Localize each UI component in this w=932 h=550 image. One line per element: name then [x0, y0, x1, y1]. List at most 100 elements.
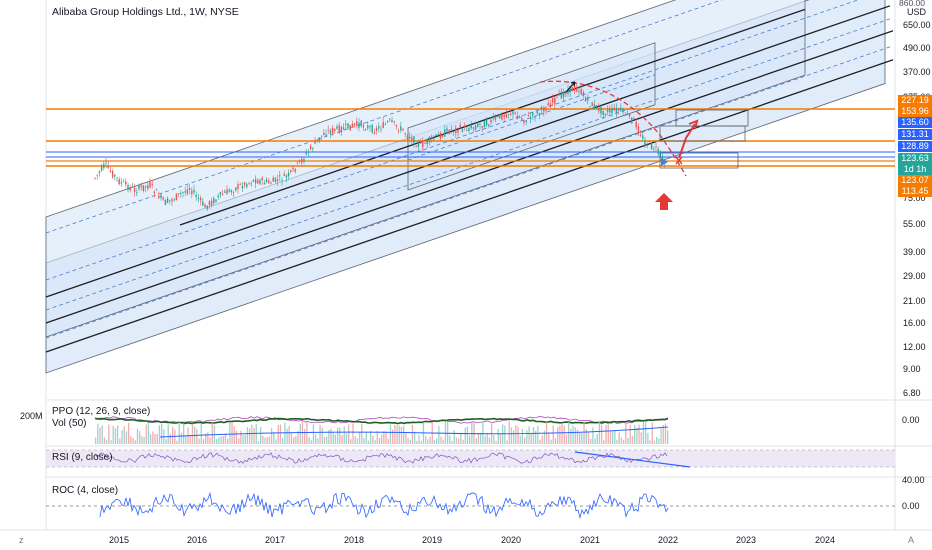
volume-bar	[297, 430, 299, 444]
candle-body	[606, 109, 609, 112]
volume-bar	[398, 425, 400, 444]
candle-body	[125, 181, 127, 185]
volume-bar	[609, 431, 612, 444]
rsi-title[interactable]: RSI (9, close)	[52, 452, 113, 463]
candle-body	[576, 87, 578, 92]
timezone-icon[interactable]: z	[19, 535, 24, 545]
volume-scale-label: 200M	[20, 411, 43, 421]
price-label[interactable]: 1d 1h	[898, 164, 932, 175]
volume-bar	[638, 424, 640, 444]
candle-body	[587, 97, 589, 101]
roc-title[interactable]: ROC (4, close)	[52, 485, 119, 496]
volume-bar	[394, 424, 396, 444]
volume-bar	[288, 425, 290, 444]
candle-body	[239, 184, 241, 185]
candle-body	[551, 97, 554, 103]
auto-scale-icon[interactable]: A	[908, 535, 915, 545]
price-label[interactable]: 113.45	[898, 186, 932, 197]
candle-body	[459, 125, 461, 128]
price-label[interactable]: 227.19	[898, 95, 932, 106]
candle-body	[336, 126, 338, 129]
symbol-title[interactable]: Alibaba Group Holdings Ltd., 1W, NYSE	[52, 6, 239, 18]
price-label[interactable]: 128.89	[898, 141, 932, 152]
candle-body	[507, 114, 510, 115]
volume-bar	[264, 437, 266, 444]
candle-body	[584, 97, 587, 102]
price-label[interactable]: 123.63	[898, 153, 932, 164]
candle-body	[248, 182, 250, 184]
volume-bar	[337, 427, 339, 444]
annotation-box[interactable]	[659, 152, 739, 169]
candle-body	[230, 190, 233, 193]
volume-bar	[539, 439, 541, 444]
candle-body	[457, 130, 459, 133]
volume-bar	[284, 422, 286, 444]
volume-bar	[183, 423, 185, 444]
candle-body	[353, 123, 356, 126]
volume-bar	[191, 423, 194, 444]
bounce-arrow[interactable]	[678, 123, 696, 159]
volume-bar	[110, 440, 112, 444]
currency-label[interactable]: USD	[907, 7, 927, 17]
rsi-trendline[interactable]	[574, 451, 691, 468]
candle-body	[620, 107, 622, 111]
price-label[interactable]: 131.31	[898, 129, 932, 140]
price-label[interactable]: 123.07	[898, 175, 932, 186]
candle-body	[450, 129, 453, 130]
volume-bar	[495, 440, 497, 444]
annotation-box[interactable]	[659, 125, 746, 142]
price-label[interactable]: 153.96	[898, 106, 932, 117]
annotation-layer[interactable]	[539, 80, 749, 210]
volume-bar	[656, 437, 658, 444]
candle-body	[287, 172, 290, 177]
volume-bar	[282, 438, 284, 444]
candle-body	[549, 103, 552, 108]
volume-bar	[176, 440, 178, 444]
candle-body	[580, 88, 582, 95]
candle-body	[318, 137, 321, 141]
candle-body	[389, 119, 391, 121]
volume-bar	[554, 438, 557, 444]
candle-body	[499, 114, 501, 119]
candle-body	[329, 130, 332, 134]
price-label[interactable]: 135.60	[898, 117, 932, 128]
channel-dashed-line[interactable]	[407, 74, 656, 161]
candle-body	[404, 133, 406, 135]
candle-body	[191, 190, 193, 195]
candle-body	[657, 148, 659, 155]
volume-title[interactable]: Vol (50)	[52, 418, 87, 429]
volume-bar	[365, 431, 367, 444]
channel-midline[interactable]	[45, 30, 894, 324]
channel-dashed-line[interactable]	[45, 0, 805, 234]
candle-body	[532, 112, 534, 116]
target-x-marker[interactable]	[675, 156, 683, 165]
candle-body	[331, 127, 334, 133]
volume-bar	[557, 426, 559, 444]
channel-dashed-line[interactable]	[45, 18, 891, 311]
candle-body	[547, 103, 549, 106]
volume-bar	[444, 421, 447, 444]
volume-bar	[345, 433, 348, 444]
regression-channel-top[interactable]	[407, 42, 656, 191]
candle-body	[648, 141, 651, 143]
volume-bar	[623, 440, 625, 444]
volume-bar	[515, 425, 517, 444]
ppo-title[interactable]: PPO (12, 26, 9, close)	[52, 406, 151, 417]
candle-body	[369, 125, 371, 128]
regression-channel-layer[interactable]	[45, 0, 894, 374]
channel-dashed-line[interactable]	[45, 0, 885, 281]
candle-body	[622, 108, 624, 113]
small-blue-marker[interactable]	[661, 158, 668, 166]
candle-body	[149, 182, 151, 188]
candle-body	[543, 108, 545, 112]
candle-body	[496, 116, 499, 117]
candle-body	[175, 193, 178, 201]
volume-bar	[385, 431, 387, 444]
channel-dashed-line[interactable]	[45, 45, 894, 339]
peak-marker[interactable]	[565, 81, 576, 93]
candle-body	[235, 187, 237, 191]
red-up-arrow[interactable]	[655, 193, 673, 210]
horizontal-levels-layer[interactable]	[46, 108, 895, 167]
channel-midline[interactable]	[45, 5, 891, 298]
